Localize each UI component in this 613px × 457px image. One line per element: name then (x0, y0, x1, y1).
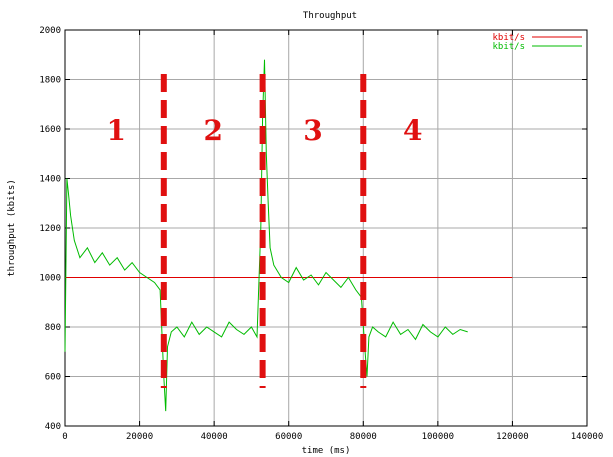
x-tick-label: 60000 (275, 432, 302, 442)
y-tick-label: 1800 (39, 76, 61, 86)
y-tick-label: 1400 (39, 175, 61, 185)
x-tick-label: 120000 (496, 432, 529, 442)
y-tick-label: 800 (45, 323, 61, 333)
chart-title: Throughput (303, 11, 357, 21)
y-tick-label: 1000 (39, 274, 61, 284)
y-axis: 400 600 800 1000 1200 1400 1600 1800 2000 (39, 26, 587, 432)
legend-label: kbit/s (492, 33, 525, 43)
y-tick-label: 1600 (39, 125, 61, 135)
x-axis: 0 20000 40000 60000 80000 100000 120000 140000 (62, 30, 603, 442)
x-tick-label: 40000 (201, 432, 228, 442)
x-axis-label: time (ms) (302, 446, 351, 456)
x-tick-label: 0 (62, 432, 67, 442)
phase-boundaries (160, 74, 367, 388)
y-tick-label: 600 (45, 373, 61, 383)
phase-label-3: 3 (303, 114, 322, 147)
phase-label-2: 2 (203, 114, 222, 147)
phase-label-4: 4 (403, 114, 422, 147)
y-axis-label: throughput (kbits) (7, 179, 17, 277)
x-tick-label: 140000 (571, 432, 604, 442)
legend-label: kbit/s (492, 42, 525, 52)
phase-label-1: 1 (107, 114, 126, 147)
y-tick-label: 2000 (39, 26, 61, 36)
x-tick-label: 100000 (422, 432, 455, 442)
phase-labels: 1 2 3 4 (107, 114, 423, 147)
x-tick-label: 20000 (126, 432, 153, 442)
y-tick-label: 400 (45, 422, 61, 432)
y-tick-label: 1200 (39, 224, 61, 234)
series-line-2 (64, 59, 468, 412)
x-tick-label: 80000 (350, 432, 377, 442)
grid (65, 30, 587, 426)
